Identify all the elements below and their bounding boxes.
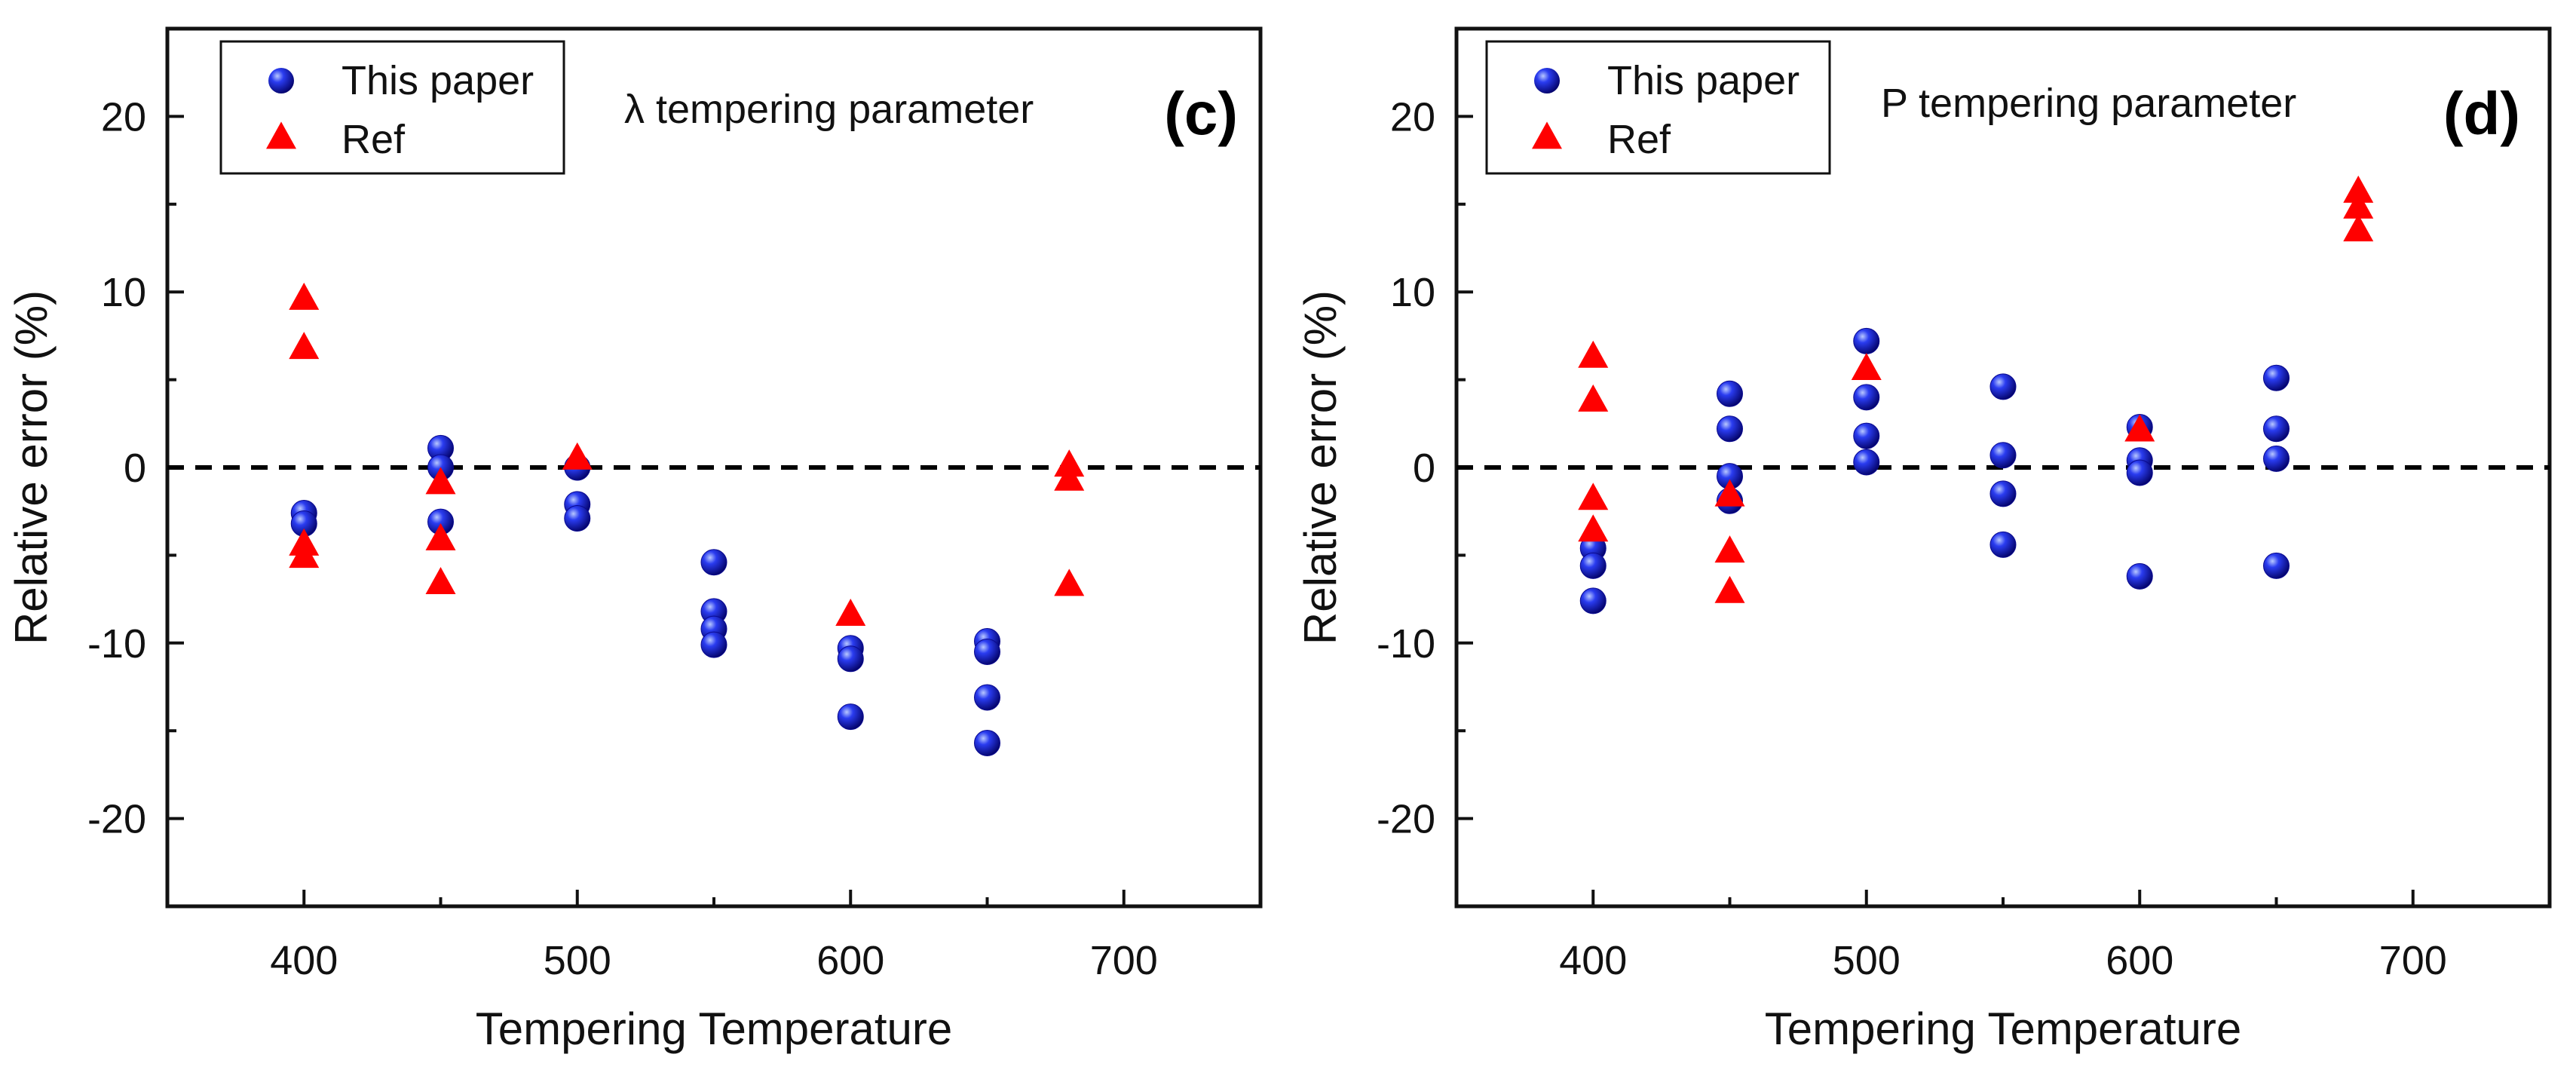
legend-circle-marker [1534, 68, 1560, 93]
ref-point [2124, 414, 2155, 442]
this-paper-point [2263, 445, 2290, 472]
this-paper-point [1579, 552, 1607, 579]
y-axis-title: Relative error (%) [1295, 290, 1346, 645]
ref-point [1578, 384, 1609, 412]
legend-label-ref: Ref [1607, 117, 1671, 162]
this-paper-point [1989, 480, 2017, 507]
y-tick-label: 20 [101, 94, 146, 139]
ref-point [425, 523, 456, 550]
ref-point [289, 541, 320, 569]
x-tick-label: 400 [1559, 938, 1627, 983]
this-paper-point [974, 638, 1000, 665]
ref-point [2343, 191, 2374, 219]
x-tick-label: 400 [270, 938, 338, 983]
this-paper-point [837, 645, 864, 673]
ref-point [1714, 479, 1745, 507]
ref-point [289, 332, 320, 360]
y-tick-label: 10 [101, 270, 146, 315]
y-axis-title: Relative error (%) [6, 290, 57, 645]
ref-point [1851, 353, 1882, 381]
legend: This paper Ref [1485, 40, 1831, 175]
legend-box [1485, 40, 1831, 175]
chart-panel-d: 400 500 600 700 20 10 0 -10 -20 Tempering Tempera… [1295, 26, 2552, 1054]
this-paper-point [2126, 562, 2153, 590]
x-tick-label: 600 [816, 938, 884, 983]
y-tick-label: -10 [87, 621, 146, 667]
this-paper-point [1853, 384, 1880, 411]
x-axis-title: Tempering Temperature [1765, 1004, 2242, 1054]
this-paper-point [974, 684, 1000, 711]
ref-point [1054, 449, 1085, 477]
y-tick-label: 0 [1413, 446, 1435, 491]
x-tick-label: 500 [1833, 938, 1901, 983]
ref-point [2343, 214, 2374, 242]
legend-circle-marker [268, 68, 294, 93]
this-paper-point [700, 631, 727, 658]
legend-label-ref: Ref [342, 117, 406, 162]
y-tick-label: -20 [87, 797, 146, 842]
chart-panel-c: 400 500 600 700 20 10 0 -10 -20 Tempering Tempera… [6, 26, 1263, 1054]
legend-triangle-marker [1532, 121, 1562, 149]
y-tick-label: 20 [1390, 94, 1435, 139]
this-paper-point [1579, 587, 1607, 614]
legend-box [219, 40, 565, 175]
ref-point [2343, 175, 2374, 203]
this-paper-point [2263, 552, 2290, 579]
this-paper-point [1853, 422, 1880, 449]
ref-point [562, 442, 593, 470]
legend-triangle-marker [266, 121, 296, 149]
this-paper-point [1717, 415, 1743, 443]
legend-label-this-paper: This paper [342, 58, 534, 103]
this-paper-point [974, 729, 1000, 756]
x-tick-label: 700 [2379, 938, 2447, 983]
this-paper-point [2263, 415, 2290, 443]
ref-point [1578, 483, 1609, 510]
panel-label: (c) [1164, 80, 1238, 147]
y-tick-label: 0 [124, 446, 146, 491]
ref-point [1714, 575, 1745, 603]
legend-label-this-paper: This paper [1607, 58, 1800, 103]
this-paper-point [1853, 449, 1880, 476]
x-tick-label: 500 [544, 938, 611, 983]
y-tick-label: -10 [1377, 621, 1435, 667]
x-tick-label: 600 [2106, 938, 2173, 983]
ref-point [1714, 535, 1745, 563]
this-paper-point [1717, 380, 1743, 407]
ref-point [1578, 340, 1609, 368]
ref-point [835, 598, 866, 626]
ref-point [1054, 569, 1085, 596]
x-axis-title: Tempering Temperature [476, 1004, 953, 1054]
panel-label: (d) [2443, 80, 2520, 147]
ref-point [425, 567, 456, 595]
this-paper-point [1989, 442, 2017, 469]
ref-point [425, 467, 456, 495]
this-paper-point [1989, 531, 2017, 558]
y-tick-label: 10 [1390, 270, 1435, 315]
ref-point [1578, 514, 1609, 542]
this-paper-point [564, 505, 591, 532]
this-paper-point [2263, 364, 2290, 391]
ref-point [1054, 463, 1085, 491]
this-paper-point [1989, 373, 2017, 400]
parameter-annotation: λ tempering parameter [624, 87, 1034, 132]
this-paper-point [1853, 327, 1880, 354]
x-tick-label: 700 [1090, 938, 1158, 983]
legend: This paper Ref [219, 40, 565, 175]
parameter-annotation: P tempering parameter [1881, 81, 2296, 126]
this-paper-point [2126, 459, 2153, 486]
y-tick-label: -20 [1377, 797, 1435, 842]
ref-point [289, 282, 320, 310]
this-paper-point [700, 549, 727, 576]
this-paper-point [837, 703, 864, 731]
